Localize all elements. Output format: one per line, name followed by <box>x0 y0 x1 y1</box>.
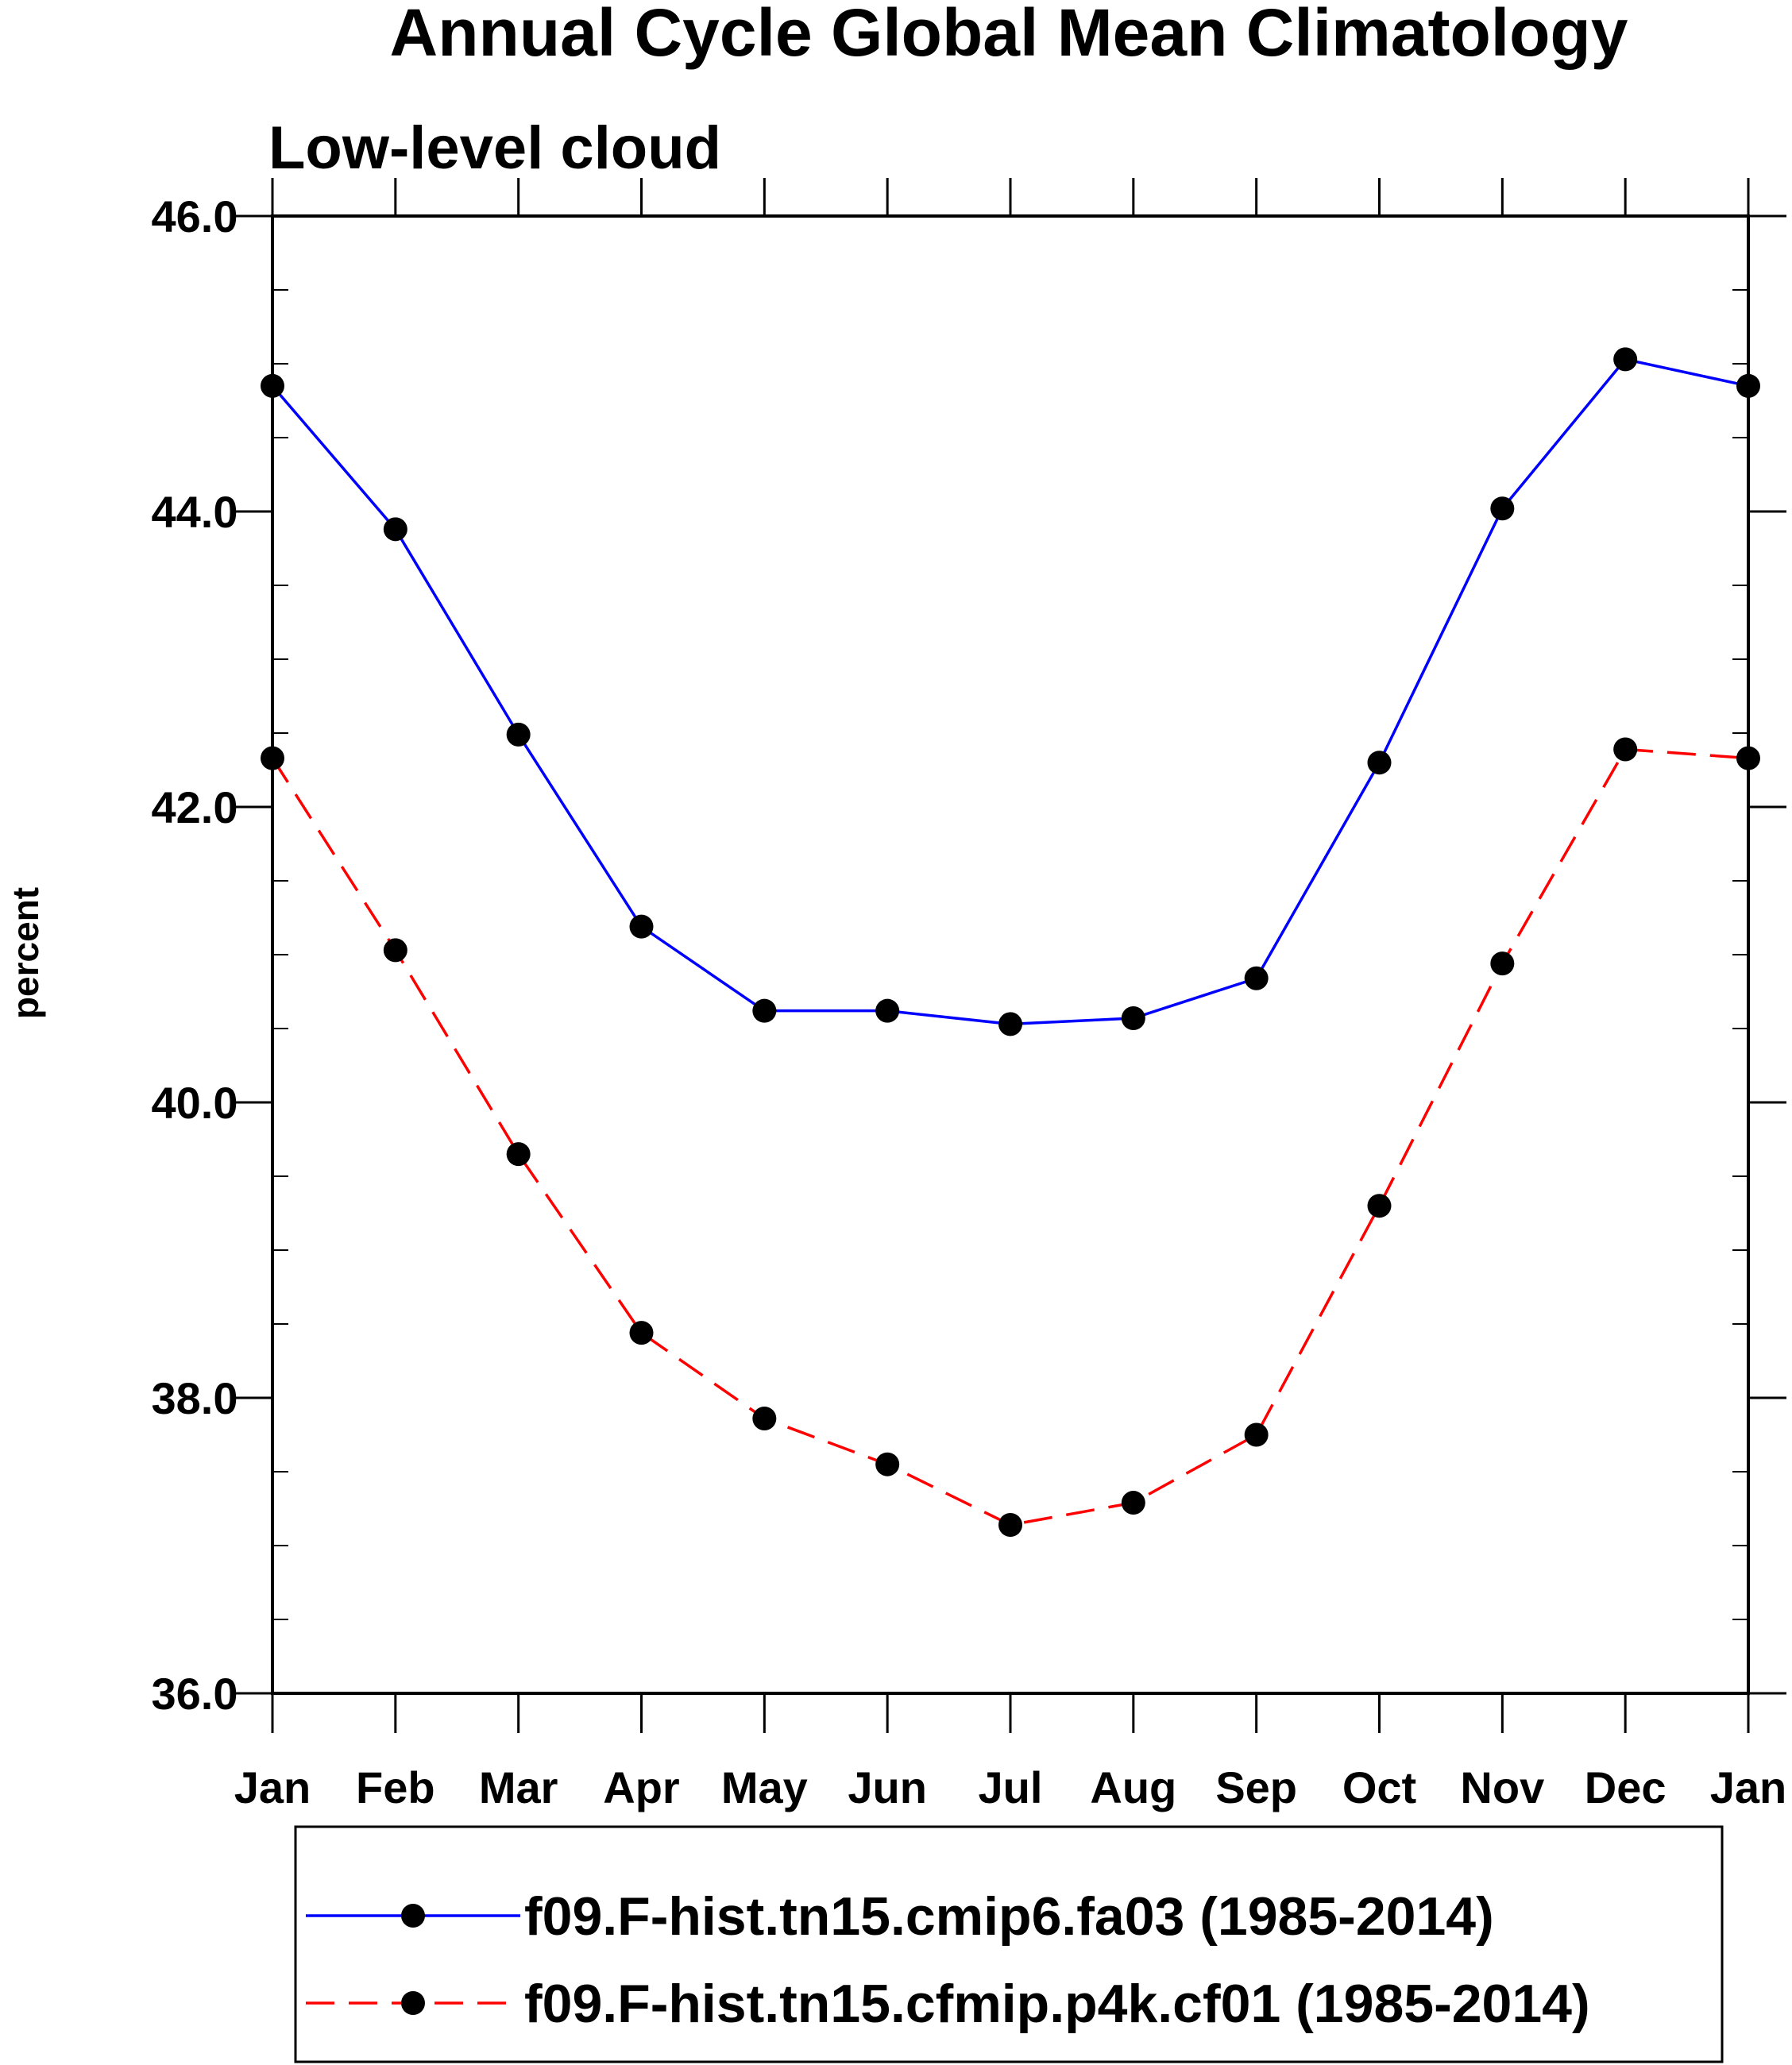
data-point <box>1121 1005 1145 1030</box>
y-tick-label: 42.0 <box>152 782 238 832</box>
x-tick-label: Mar <box>479 1762 558 1812</box>
x-tick-label: Jun <box>848 1762 927 1812</box>
data-point <box>875 998 900 1023</box>
series-line <box>271 357 1749 1026</box>
data-point <box>383 938 407 963</box>
data-point <box>1244 1422 1269 1447</box>
data-point <box>1613 347 1638 372</box>
legend-label: f09.F-hist.tn15.cfmip.p4k.cf01 (1985-201… <box>524 1974 1590 2034</box>
x-tick-label: Jul <box>979 1762 1043 1812</box>
data-point <box>752 998 777 1023</box>
x-tick-label: Feb <box>356 1762 435 1812</box>
legend-marker <box>401 1904 425 1928</box>
series-line <box>271 747 1749 1527</box>
data-point <box>998 1012 1022 1036</box>
x-tick-label: Dec <box>1585 1762 1666 1812</box>
x-tick-label: Nov <box>1460 1762 1544 1812</box>
x-tick-label: Jan <box>1710 1762 1787 1812</box>
y-tick-label: 40.0 <box>152 1078 238 1128</box>
data-point <box>261 373 284 398</box>
data-point <box>1367 1194 1392 1218</box>
y-tick-label: 38.0 <box>152 1373 238 1423</box>
data-point <box>506 722 531 747</box>
x-tick-label: Jan <box>234 1762 311 1812</box>
data-point <box>629 1321 654 1345</box>
x-tick-label: Oct <box>1342 1762 1416 1812</box>
y-tick-label: 44.0 <box>152 487 238 537</box>
x-tick-label: May <box>721 1762 808 1812</box>
legend: f09.F-hist.tn15.cmip6.fa03 (1985-2014) f0… <box>294 1825 1724 2063</box>
data-point <box>1736 373 1760 398</box>
data-point <box>998 1512 1022 1537</box>
data-point <box>506 1142 531 1167</box>
data-point <box>1367 751 1392 775</box>
data-point <box>1736 746 1760 770</box>
x-tick-label: Sep <box>1215 1762 1297 1812</box>
x-tick-label: Apr <box>603 1762 679 1812</box>
data-point <box>875 1452 900 1476</box>
legend-marker <box>401 1991 425 2015</box>
data-point <box>1490 951 1515 976</box>
chart-title: Annual Cycle Global Mean Climatology <box>390 0 1628 70</box>
x-tick-label: Aug <box>1090 1762 1176 1812</box>
x-tick-labels: Jan Feb Mar Apr May Jun Jul Aug Sep Oct Nov Dec Jan <box>234 1762 1787 1812</box>
data-point <box>1490 496 1515 521</box>
legend-entries: f09.F-hist.tn15.cmip6.fa03 (1985-2014) f0… <box>306 1886 1590 2034</box>
y-axis-label: percent <box>5 887 46 1019</box>
data-point <box>752 1407 777 1431</box>
axis-ticks <box>234 178 1786 1733</box>
legend-label: f09.F-hist.tn15.cmip6.fa03 (1985-2014) <box>524 1886 1494 1947</box>
y-tick-label: 46.0 <box>152 191 238 241</box>
chart-subtitle: Low-level cloud <box>268 114 721 182</box>
data-point <box>1244 966 1269 990</box>
series-layer <box>261 347 1760 1537</box>
data-point <box>1613 737 1638 762</box>
data-point <box>1121 1491 1145 1515</box>
data-point <box>383 517 407 542</box>
legend-box <box>294 1825 1724 2063</box>
plot-frame <box>271 214 1750 1695</box>
y-tick-labels: 36.0 38.0 40.0 42.0 44.0 46.0 <box>152 191 238 1719</box>
data-point <box>629 914 654 939</box>
y-tick-label: 36.0 <box>152 1669 238 1719</box>
data-point <box>261 746 284 770</box>
